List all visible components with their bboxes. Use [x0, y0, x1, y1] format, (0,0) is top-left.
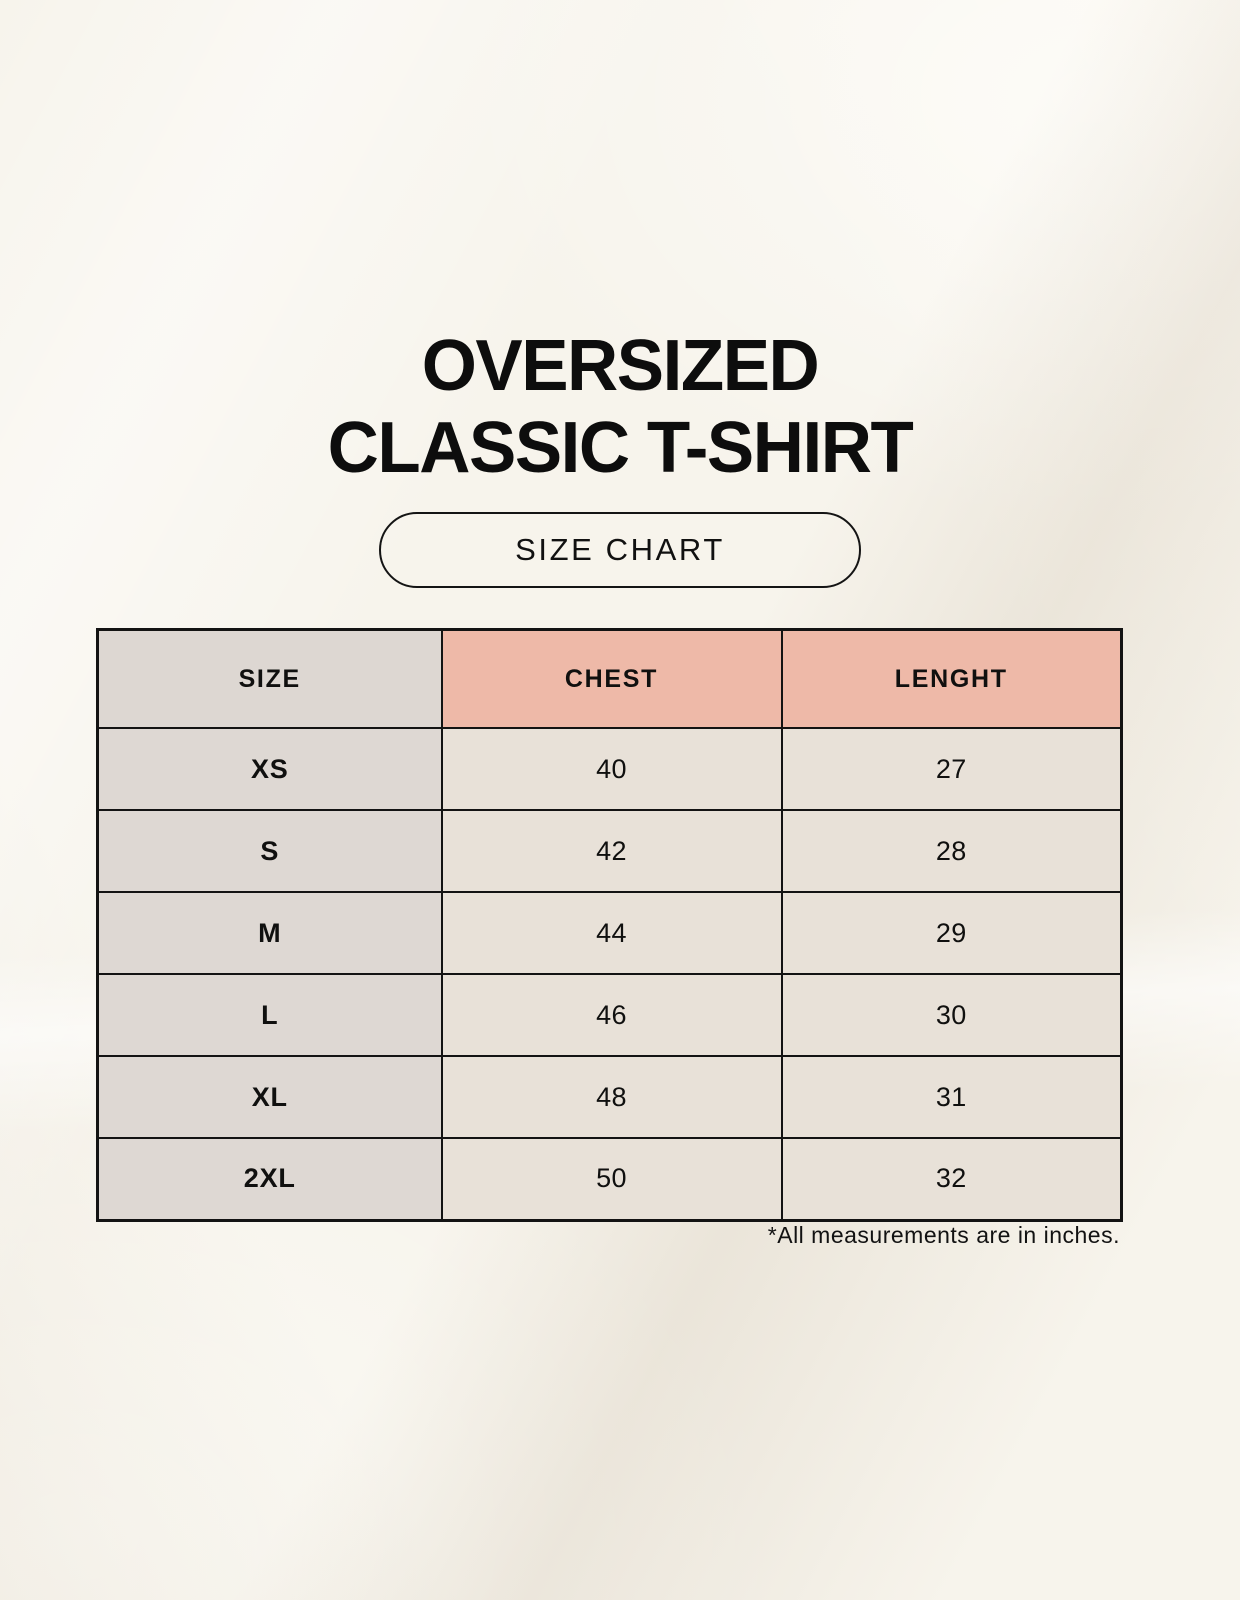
cell-size: XS — [96, 727, 443, 811]
table-header-row: SIZE CHEST LENGHT — [96, 628, 1123, 729]
table-row: S 42 28 — [96, 809, 1123, 893]
table-row: 2XL 50 32 — [96, 1137, 1123, 1221]
column-header-length: LENGHT — [780, 628, 1123, 729]
table-row: L 46 30 — [96, 973, 1123, 1057]
cell-size: S — [96, 809, 443, 893]
table-row: M 44 29 — [96, 891, 1123, 975]
cell-size: 2XL — [96, 1137, 443, 1221]
cell-length: 27 — [780, 727, 1123, 811]
table-header: SIZE CHEST LENGHT — [96, 628, 1123, 729]
table-row: XL 48 31 — [96, 1055, 1123, 1139]
cell-chest: 46 — [440, 973, 783, 1057]
column-header-size: SIZE — [96, 628, 443, 729]
size-chart-badge: SIZE CHART — [379, 512, 861, 588]
cell-size: XL — [96, 1055, 443, 1139]
size-chart-badge-container: SIZE CHART — [0, 512, 1240, 588]
page-title: OVERSIZED CLASSIC T-SHIRT — [0, 330, 1240, 484]
cell-size: L — [96, 973, 443, 1057]
table-body: XS 40 27 S 42 28 M 44 29 L 46 30 XL 48 — [96, 727, 1123, 1221]
measurement-units-footnote: *All measurements are in inches. — [767, 1222, 1120, 1248]
page-title-line-1: OVERSIZED — [421, 326, 820, 406]
cell-length: 31 — [780, 1055, 1123, 1139]
cell-length: 29 — [780, 891, 1123, 975]
cell-length: 32 — [780, 1137, 1123, 1221]
page-title-line-2: CLASSIC T-SHIRT — [327, 408, 914, 488]
cell-chest: 44 — [440, 891, 783, 975]
table-row: XS 40 27 — [96, 727, 1123, 811]
cell-chest: 50 — [440, 1137, 783, 1221]
size-chart-table: SIZE CHEST LENGHT XS 40 27 S 42 28 M 44 … — [96, 628, 1123, 1222]
cell-chest: 48 — [440, 1055, 783, 1139]
cell-chest: 42 — [440, 809, 783, 893]
cell-length: 28 — [780, 809, 1123, 893]
cell-size: M — [96, 891, 443, 975]
column-header-chest: CHEST — [440, 628, 783, 729]
cell-length: 30 — [780, 973, 1123, 1057]
cell-chest: 40 — [440, 727, 783, 811]
